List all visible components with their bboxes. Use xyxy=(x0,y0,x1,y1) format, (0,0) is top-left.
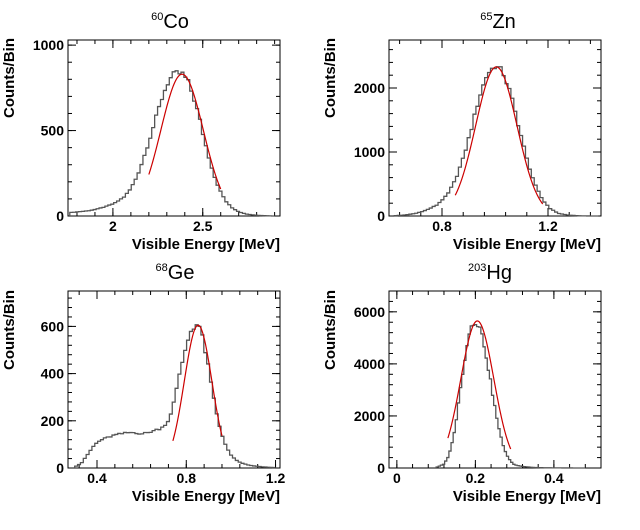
x-tick-label: 0.2 xyxy=(466,470,486,486)
y-tick-label: 6000 xyxy=(354,304,385,320)
x-tick-label: 0.4 xyxy=(544,470,564,486)
fit-curve xyxy=(148,73,222,190)
y-tick-label: 0 xyxy=(56,208,64,224)
y-tick-label: 4000 xyxy=(354,356,385,372)
x-tick-label: 0.8 xyxy=(432,218,452,234)
histogram xyxy=(69,70,275,217)
plot-frame xyxy=(388,290,602,469)
x-axis-label: Visible Energy [MeV] xyxy=(453,488,601,505)
panel-title: 65Zn xyxy=(480,11,516,33)
y-tick-label: 2000 xyxy=(354,408,385,424)
y-axis-label: Counts/Bin xyxy=(322,38,339,118)
y-tick-label: 200 xyxy=(41,413,65,429)
y-tick-label: 0 xyxy=(377,208,385,224)
y-tick-label: 0 xyxy=(56,460,64,476)
y-axis-label: Counts/Bin xyxy=(1,290,18,370)
panel-title: 68Ge xyxy=(156,262,195,284)
y-tick-label: 1000 xyxy=(33,37,64,53)
x-axis-label: Visible Energy [MeV] xyxy=(453,236,601,253)
y-axis-label: Counts/Bin xyxy=(1,38,18,118)
histogram xyxy=(393,66,599,217)
panel-zn65: 65Zn Counts/Bin Visible Energy [MeV] 0.8… xyxy=(322,11,602,253)
x-tick-label: 1.2 xyxy=(266,470,286,486)
y-tick-label: 0 xyxy=(377,460,385,476)
panel-ge68: 68Ge Counts/Bin Visible Energy [MeV] 0.4… xyxy=(1,262,285,505)
x-axis-label: Visible Energy [MeV] xyxy=(132,488,280,505)
x-tick-label: 1.2 xyxy=(538,218,558,234)
x-axis-label: Visible Energy [MeV] xyxy=(132,236,280,253)
x-tick-label: 0.8 xyxy=(177,470,197,486)
y-axis-label: Counts/Bin xyxy=(322,290,339,370)
fit-curve xyxy=(172,324,223,442)
plot-frame xyxy=(67,290,281,469)
panel-title: 60Co xyxy=(151,11,189,33)
y-tick-label: 2000 xyxy=(354,80,385,96)
panel-title: 203Hg xyxy=(468,262,512,284)
plot-frame xyxy=(388,39,602,217)
y-tick-label: 400 xyxy=(41,366,65,382)
fit-curve xyxy=(447,320,512,450)
y-tick-label: 600 xyxy=(41,318,65,334)
plot-frame xyxy=(67,39,281,217)
fit-curve xyxy=(454,66,544,205)
x-tick-label: 0.4 xyxy=(87,470,107,486)
x-tick-label: 0 xyxy=(393,470,401,486)
panel-co60: 60Co Counts/Bin Visible Energy [MeV] 2 2.… xyxy=(1,11,281,253)
y-tick-label: 1000 xyxy=(354,144,385,160)
histogram xyxy=(435,323,586,469)
x-tick-label: 2 xyxy=(109,218,117,234)
x-tick-label: 2.5 xyxy=(193,218,213,234)
y-tick-label: 500 xyxy=(41,123,65,139)
histogram xyxy=(74,324,276,469)
